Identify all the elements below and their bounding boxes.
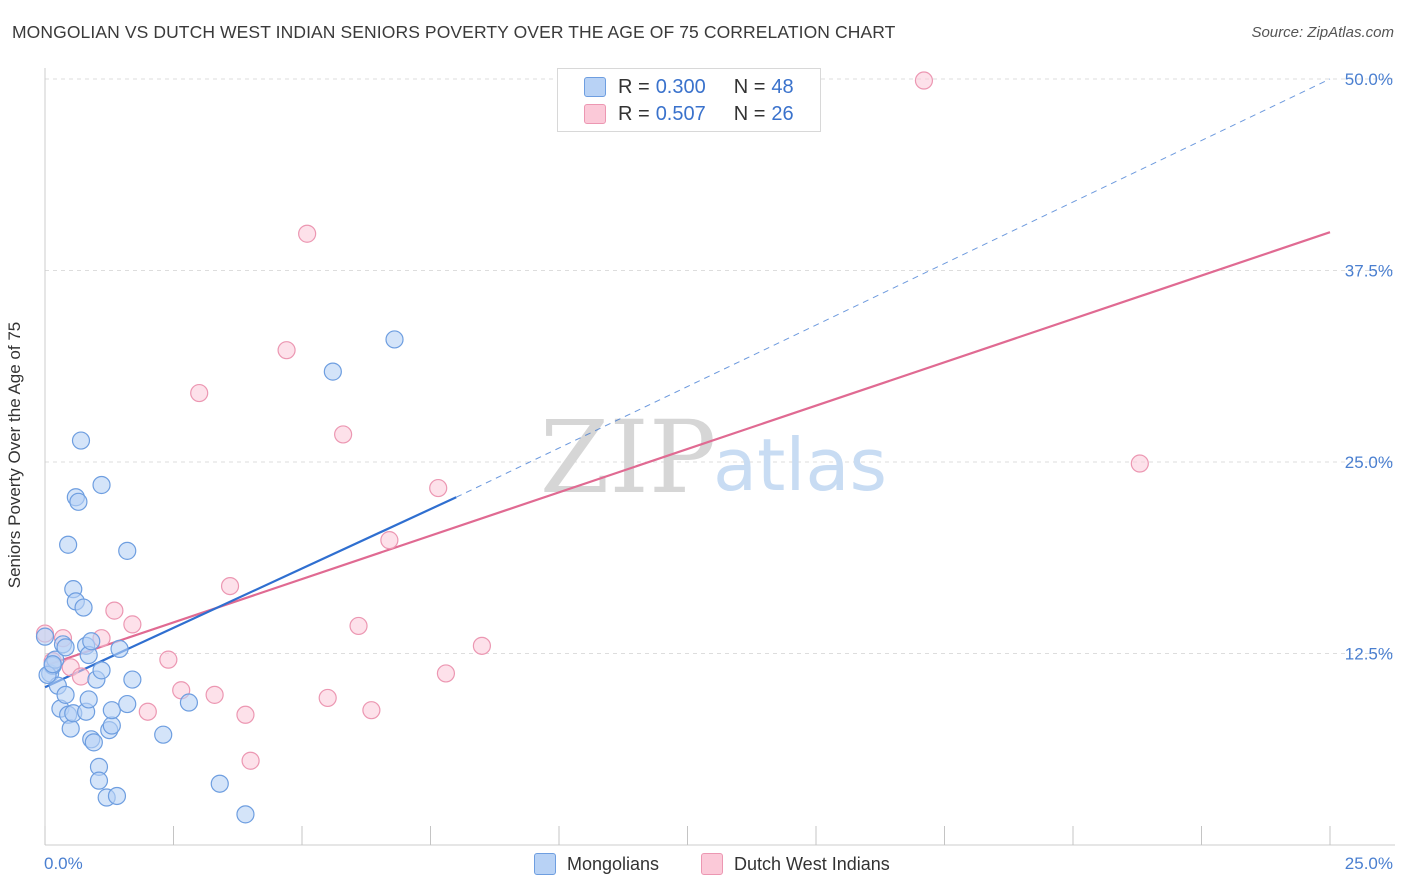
grid-lines bbox=[45, 78, 1395, 654]
y-tick-label: 12.5% bbox=[1345, 645, 1393, 664]
y-tick-label: 25.0% bbox=[1345, 453, 1393, 472]
watermark-zip: ZIP bbox=[540, 399, 716, 516]
dutch-point bbox=[241, 751, 260, 770]
mongolian-point bbox=[84, 733, 103, 752]
legend-swatch-dutch bbox=[584, 104, 606, 124]
legend-n-label: N = bbox=[733, 102, 766, 125]
legend-r-mongolians: 0.300 bbox=[655, 75, 706, 98]
x-tick-label: 0.0% bbox=[44, 854, 83, 873]
legend-r-label: R = bbox=[618, 102, 650, 125]
legend-row-mongolians: R = 0.300 N = 48 bbox=[584, 75, 794, 99]
dutch-point bbox=[380, 531, 399, 550]
mongolian-point bbox=[61, 719, 80, 738]
mongolian-point bbox=[56, 638, 75, 657]
mongolian-point bbox=[236, 805, 255, 824]
mongolian-point bbox=[71, 431, 91, 450]
dutch-point bbox=[334, 425, 353, 444]
dutch-point bbox=[349, 616, 368, 636]
dutch-point bbox=[1130, 454, 1149, 473]
dutch-point bbox=[429, 478, 448, 498]
trend-lines bbox=[44, 78, 1331, 689]
mongolian-point bbox=[92, 661, 111, 680]
mongolian-point bbox=[110, 639, 129, 659]
bottom-legend-mongolians: Mongolians bbox=[534, 852, 659, 876]
legend-r-label: R = bbox=[618, 75, 650, 98]
legend-r-dutch: 0.507 bbox=[655, 102, 706, 125]
legend-swatch-mongolians bbox=[584, 77, 606, 97]
bottom-legend-label-mongolians: Mongolians bbox=[567, 853, 660, 874]
bottom-legend-swatch-dutch bbox=[701, 853, 723, 875]
dutch-point bbox=[105, 601, 124, 620]
y-tick-label: 37.5% bbox=[1345, 262, 1393, 281]
dutch-point bbox=[190, 383, 209, 403]
legend-row-dutch: R = 0.507 N = 26 bbox=[584, 102, 794, 126]
mongolian-point bbox=[56, 685, 75, 704]
dutch-point bbox=[472, 636, 491, 655]
mongolian-point bbox=[154, 725, 173, 744]
dutch-point bbox=[71, 667, 91, 686]
mongolian-point bbox=[79, 690, 98, 709]
dutch-point bbox=[123, 615, 142, 634]
mongolian-points bbox=[35, 330, 404, 824]
mongolian-point bbox=[123, 670, 142, 689]
mongolian-point bbox=[35, 627, 55, 646]
mongolian-point bbox=[107, 786, 127, 806]
mongolian-point bbox=[74, 598, 93, 617]
mongolian-point bbox=[69, 492, 88, 511]
y-tick-label: 50.0% bbox=[1345, 70, 1393, 89]
y-axis-label: Seniors Poverty Over the Age of 75 bbox=[5, 321, 24, 589]
mongolian-point bbox=[385, 330, 404, 349]
mongolian-point bbox=[323, 362, 342, 381]
mongolian-point bbox=[43, 655, 62, 674]
legend-n-mongolians: 48 bbox=[771, 75, 794, 98]
mongolian-point bbox=[89, 771, 109, 790]
dutch-point bbox=[159, 650, 178, 669]
mongolian-point bbox=[82, 632, 101, 651]
source-credit: Source: ZipAtlas.com bbox=[1251, 24, 1394, 41]
dutch-point bbox=[298, 224, 317, 243]
dutch-point bbox=[436, 664, 456, 683]
mongolian-point bbox=[102, 716, 121, 735]
dutch-point bbox=[277, 341, 296, 360]
dutch-point bbox=[362, 701, 381, 720]
mongolian-point bbox=[210, 774, 229, 793]
dutch-point bbox=[138, 702, 157, 721]
mongolian-point bbox=[179, 693, 199, 712]
axes bbox=[44, 68, 1395, 846]
mongolian-point bbox=[118, 694, 137, 714]
mongolian-point bbox=[118, 541, 137, 560]
dutch-point bbox=[318, 688, 337, 708]
stats-legend: R = 0.300 N = 48 R = 0.507 N = 26 bbox=[557, 68, 821, 132]
bottom-legend-swatch-mongolians bbox=[534, 853, 556, 875]
x-tick-label: 25.0% bbox=[1345, 854, 1393, 873]
bottom-legend-dutch: Dutch West Indians bbox=[701, 852, 890, 876]
mongolian-trend-dashed bbox=[455, 78, 1331, 498]
tick-labels: 12.5% 25.0% 37.5% 50.0% 0.0% 25.0% bbox=[44, 70, 1393, 873]
mongolian-point bbox=[92, 475, 111, 495]
dutch-point bbox=[236, 705, 255, 724]
mongolian-trend-line bbox=[44, 496, 457, 689]
chart-title: MONGOLIAN VS DUTCH WEST INDIAN SENIORS P… bbox=[12, 22, 896, 42]
legend-n-dutch: 26 bbox=[771, 102, 794, 125]
legend-n-label: N = bbox=[733, 75, 766, 98]
dutch-point bbox=[914, 71, 934, 90]
bottom-legend-label-dutch: Dutch West Indians bbox=[734, 853, 890, 874]
mongolian-point bbox=[59, 535, 78, 554]
dutch-point bbox=[205, 685, 224, 704]
dutch-point bbox=[220, 576, 240, 596]
mongolian-point bbox=[102, 701, 121, 720]
dutch-trend-line bbox=[44, 231, 1331, 667]
watermark-atlas: atlas bbox=[713, 423, 887, 507]
